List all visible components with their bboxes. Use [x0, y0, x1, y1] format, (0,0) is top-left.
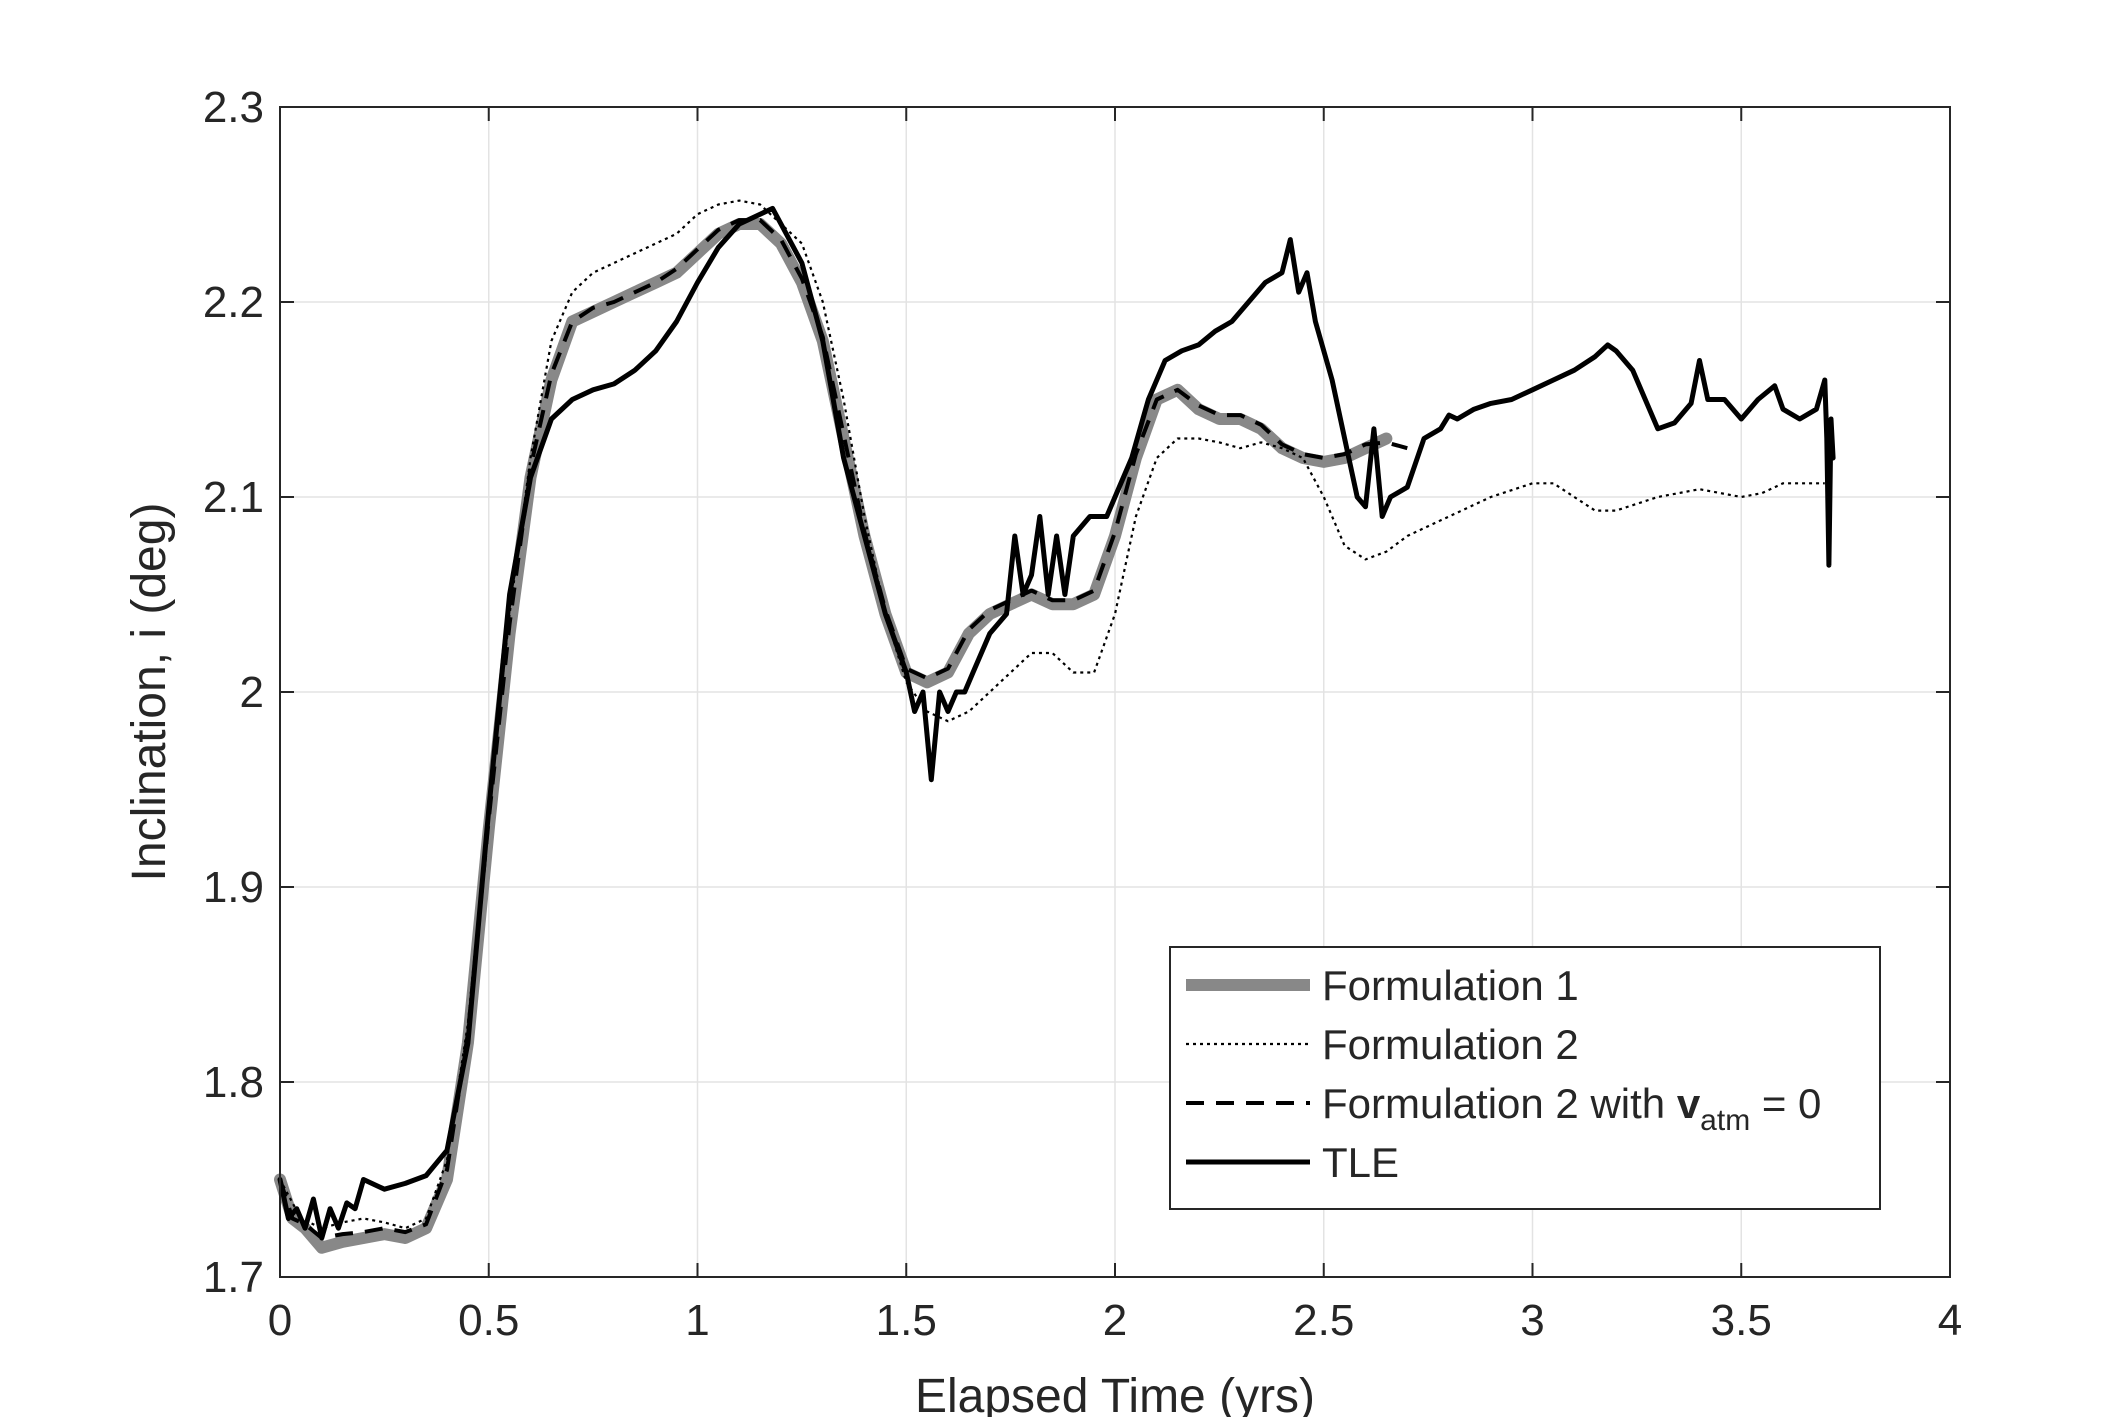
series-layer	[274, 199, 1836, 1254]
x-tick-label: 1.5	[876, 1296, 937, 1345]
series-line-3	[277, 205, 1836, 1241]
legend-label-0: Formulation 1	[1322, 962, 1579, 1009]
x-tick-label: 1	[685, 1296, 709, 1345]
x-tick-label: 4	[1938, 1296, 1962, 1345]
y-axis-label: Inclination, i (deg)	[123, 503, 176, 882]
y-tick-label: 1.9	[203, 863, 264, 912]
x-tick-label: 0.5	[458, 1296, 519, 1345]
y-tick-label: 1.7	[203, 1253, 264, 1302]
x-axis-label: Elapsed Time (yrs)	[915, 1370, 1315, 1417]
legend-label-3: TLE	[1322, 1139, 1399, 1186]
x-tick-label: 3	[1520, 1296, 1544, 1345]
legend-label-2: Formulation 2 with vatm = 0	[1322, 1080, 1821, 1137]
x-tick-label: 2.5	[1293, 1296, 1354, 1345]
y-tick-label: 2.2	[203, 278, 264, 327]
x-tick-label: 3.5	[1711, 1296, 1772, 1345]
legend-label-1: Formulation 2	[1322, 1021, 1579, 1068]
y-tick-label: 2.3	[203, 83, 264, 132]
legend: Formulation 1 Formulation 2 Formulation 2 …	[1169, 946, 1881, 1210]
y-tick-label: 2.1	[203, 473, 264, 522]
x-tick-label: 0	[268, 1296, 292, 1345]
x-tick-label: 2	[1103, 1296, 1127, 1345]
ticks: 0 0.5 1 1.5 2 2.5 3 3.5 4 1.7 1.8 1.9 2 2.1 2.2 2.3	[203, 83, 1962, 1345]
y-tick-label: 1.8	[203, 1058, 264, 1107]
y-tick-label: 2	[240, 668, 264, 717]
